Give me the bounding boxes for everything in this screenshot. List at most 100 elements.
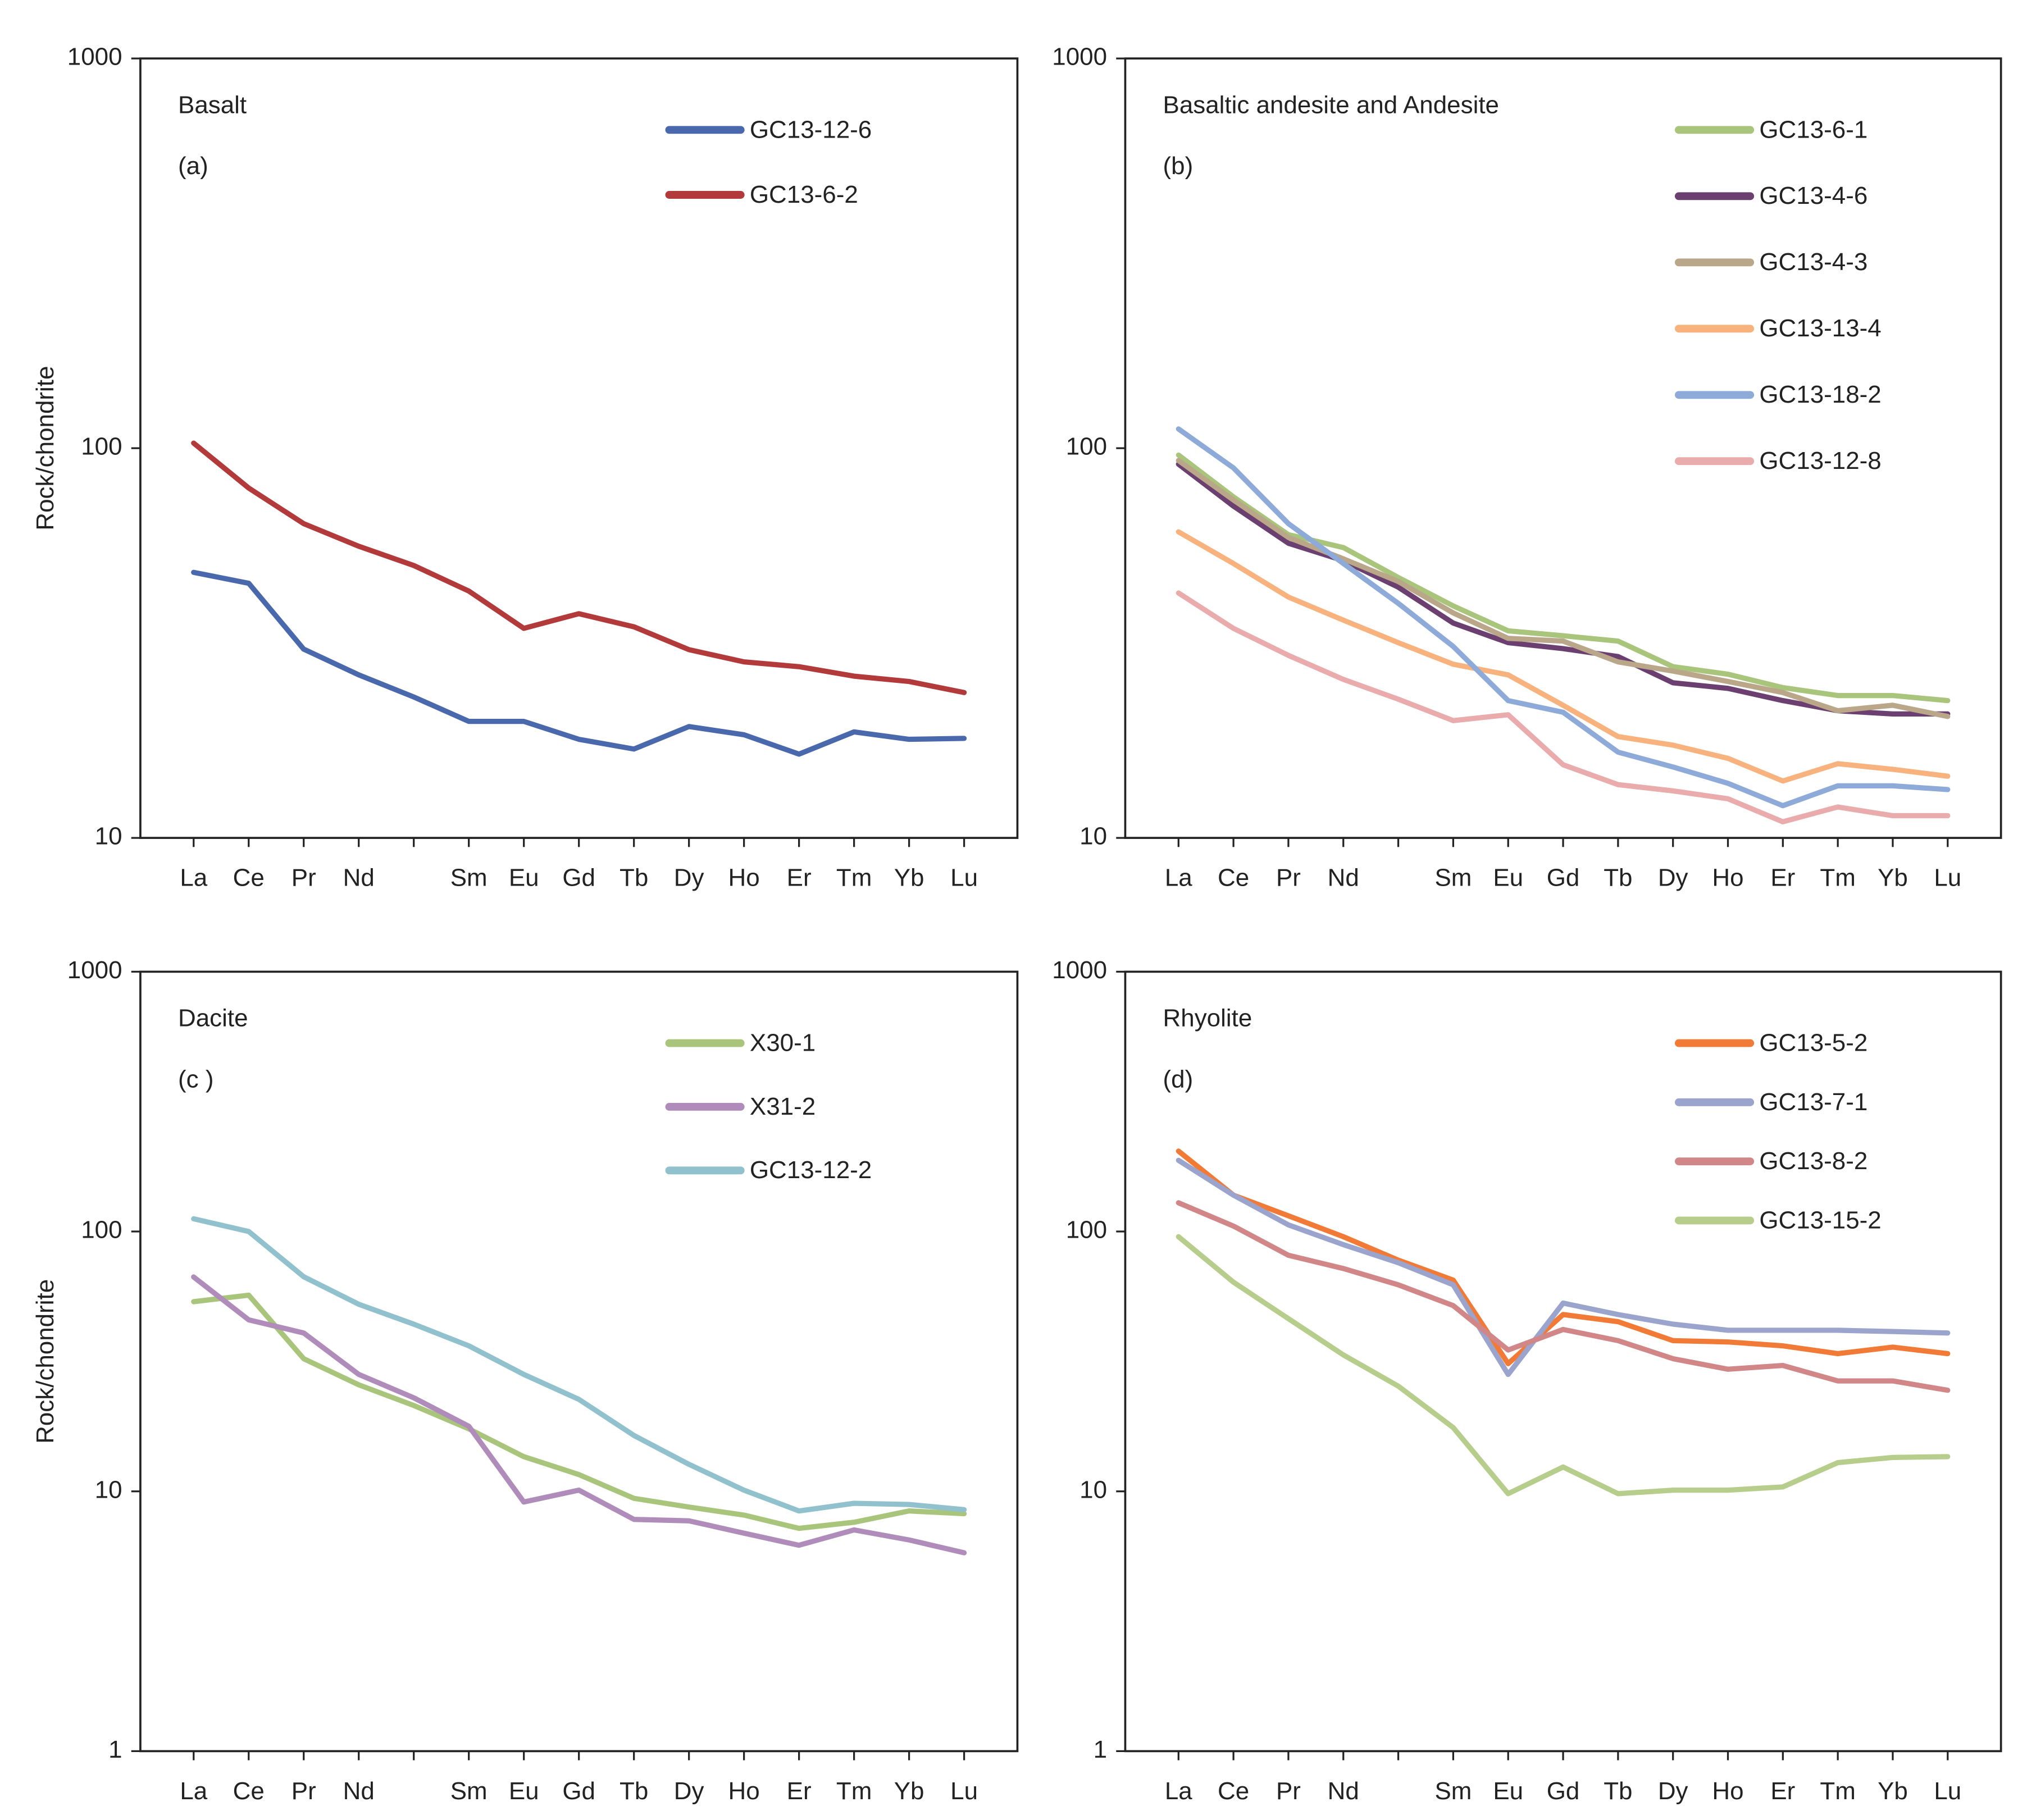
x-tick-label: La [180,864,207,892]
legend-label: GC13-4-3 [1759,248,1867,276]
y-axis-label: Rock/chondrite [31,366,59,531]
x-tick-label: La [1165,864,1192,892]
data-line [1176,1157,1951,1377]
x-tick-label: Pr [291,864,316,892]
legend-label: GC13-12-2 [750,1156,872,1184]
x-tick-label: Nd [343,864,375,892]
x-tick-label: Eu [1493,864,1523,892]
x-tick-label: Dy [674,1777,704,1805]
data-line [191,440,967,695]
x-tick-label: Tm [1820,864,1855,892]
data-line [1176,458,1951,719]
x-tick-label: Gd [1547,864,1580,892]
plot-frame [1124,970,2002,1753]
x-tick-label: Pr [291,1777,316,1805]
x-tick-label: Tm [836,1777,872,1805]
legend-label: GC13-6-2 [750,181,858,208]
data-line [1176,590,1951,825]
x-tick-label: Lu [950,864,978,892]
y-tick-label: 100 [81,433,122,460]
panel-label: (b) [1163,152,1194,180]
x-tick-label: Er [787,864,812,892]
data-line [1176,1234,1951,1497]
x-tick-label: Yb [1878,864,1908,892]
data-line [191,569,967,757]
x-tick-label: Lu [1934,1777,1961,1805]
x-tick-label: Er [787,1777,812,1805]
x-tick-label: Ho [1712,1777,1743,1805]
x-tick-label: Sm [1434,864,1472,892]
y-tick-label: 1000 [67,956,122,984]
x-tick-label: Nd [343,1777,375,1805]
data-line [191,1274,967,1556]
legend-label: GC13-12-8 [1759,447,1881,475]
x-tick-label: Nd [1328,864,1359,892]
panel-label: (d) [1163,1065,1194,1093]
x-tick-label: Yb [894,1777,924,1805]
x-tick-label: Gd [562,864,595,892]
x-tick-label: Ce [233,1777,265,1805]
x-tick-label: Tb [620,1777,648,1805]
y-tick-label: 1000 [1052,956,1107,984]
x-tick-label: Yb [1878,1777,1908,1805]
y-tick-label: 100 [1066,433,1107,460]
x-tick-label: Dy [1658,1777,1688,1805]
data-line [1176,426,1951,809]
data-line [191,1292,967,1531]
legend-label: X30-1 [750,1029,816,1057]
x-tick-label: Gd [562,1777,595,1805]
x-tick-label: Eu [509,864,539,892]
plot-frame [139,57,1019,839]
legend-label: GC13-7-1 [1759,1088,1867,1116]
x-tick-label: Dy [674,864,704,892]
x-tick-label: Dy [1658,864,1688,892]
x-tick-label: Tm [1820,1777,1855,1805]
data-line [1176,461,1951,717]
y-axis-label: Rock/chondrite [31,1279,59,1444]
y-tick-label: 10 [95,823,122,850]
legend-label: GC13-8-2 [1759,1147,1867,1175]
legend-label: GC13-13-4 [1759,314,1881,342]
panel-label: (c ) [178,1065,213,1093]
panel-title: Basalt [178,91,247,118]
x-tick-label: Tm [836,864,872,892]
legend-label: GC13-12-6 [750,116,872,143]
legend-label: X31-2 [750,1093,816,1120]
y-tick-label: 10 [95,1476,122,1503]
y-tick-label: 1 [1094,1736,1107,1763]
y-tick-label: 1000 [1052,43,1107,71]
legend-label: GC13-5-2 [1759,1029,1867,1057]
x-tick-label: Ce [233,864,265,892]
x-tick-label: La [1165,1777,1192,1805]
x-tick-label: Tb [1604,864,1632,892]
x-tick-label: Eu [509,1777,539,1805]
plot-frame [139,970,1019,1753]
x-tick-label: Gd [1547,1777,1580,1805]
y-tick-label: 100 [1066,1216,1107,1244]
data-line [1176,529,1951,784]
y-tick-label: 1 [108,1736,122,1763]
x-tick-label: Ho [728,864,760,892]
legend-label: GC13-6-1 [1759,116,1867,143]
legend-label: GC13-15-2 [1759,1206,1881,1234]
data-line [1176,452,1951,704]
x-tick-label: Lu [950,1777,978,1805]
legend-label: GC13-18-2 [1759,381,1881,408]
x-tick-label: Ho [1712,864,1743,892]
legend-label: GC13-4-6 [1759,182,1867,209]
panel-label: (a) [178,152,208,180]
x-tick-label: La [180,1777,207,1805]
panel-title: Basaltic andesite and Andesite [1163,91,1499,118]
x-tick-label: Pr [1276,1777,1301,1805]
x-tick-label: Sm [450,864,488,892]
x-tick-label: Ce [1218,864,1249,892]
x-tick-label: Tb [1604,1777,1632,1805]
x-tick-label: Tb [620,864,648,892]
data-line [1176,1148,1951,1366]
panel-title: Rhyolite [1163,1005,1252,1032]
x-tick-label: Er [1770,1777,1795,1805]
x-tick-label: Yb [894,864,924,892]
data-line [1176,1200,1951,1393]
